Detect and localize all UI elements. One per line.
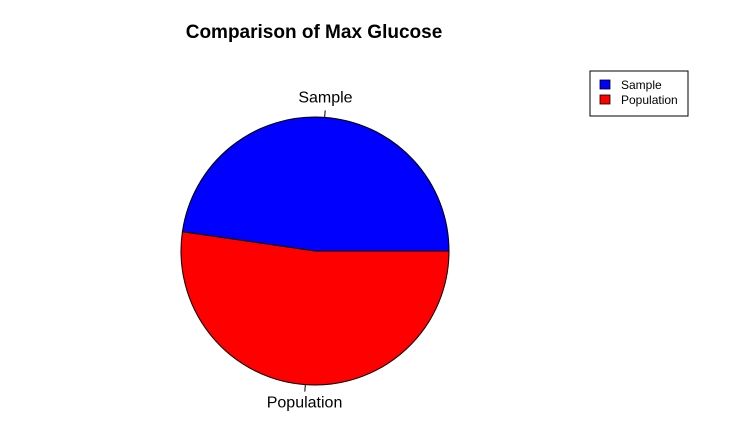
slice-labels: Sample Population — [267, 89, 353, 411]
pie-slice-population — [180, 231, 450, 386]
legend-label-population: Population — [621, 93, 678, 107]
chart-title: Comparison of Max Glucose — [186, 22, 443, 43]
legend-label-sample: Sample — [621, 78, 662, 92]
pie-slices — [180, 116, 450, 386]
slice-label-tick — [324, 110, 326, 118]
legend-swatch-population — [599, 94, 611, 105]
legend-box — [589, 70, 689, 117]
pie-slice-sample — [181, 116, 450, 252]
slice-label-tick — [304, 384, 306, 392]
slice-label-population: Population — [267, 395, 343, 412]
slice-label-sample: Sample — [298, 89, 352, 106]
legend-swatch-sample — [599, 79, 611, 90]
